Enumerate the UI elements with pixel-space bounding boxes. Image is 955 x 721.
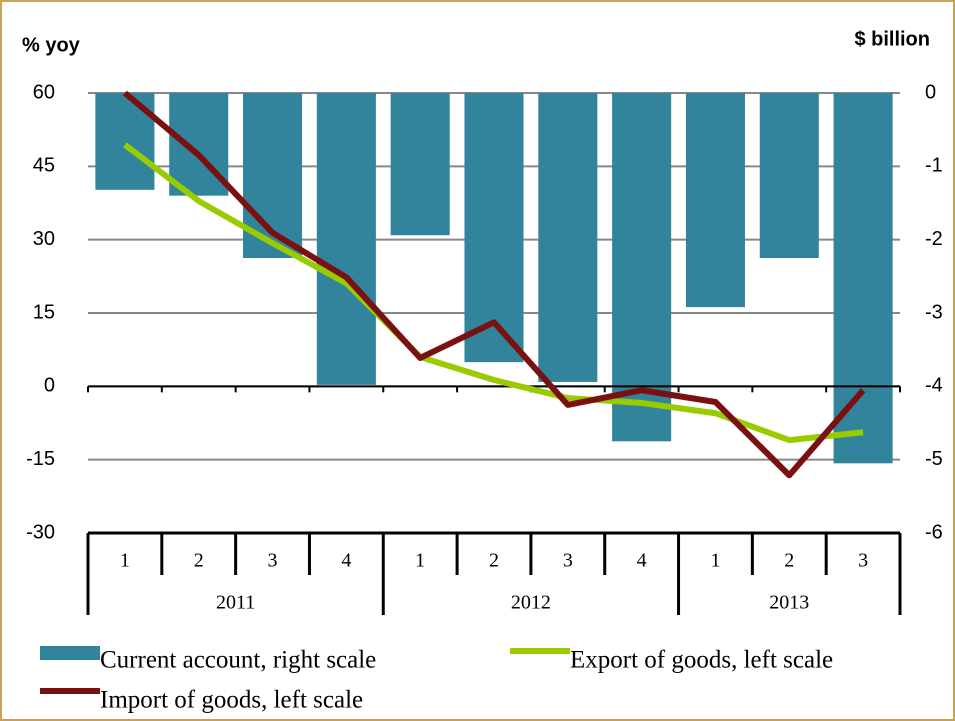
x-group-label: 2013 — [769, 592, 809, 614]
y2-tick-label: -3 — [925, 301, 943, 323]
x-tick-label: 2 — [489, 550, 499, 572]
x-tick-label: 1 — [710, 550, 720, 572]
x-tick-label: 3 — [563, 550, 573, 572]
bar — [390, 93, 450, 236]
y2-tick-label: -1 — [925, 155, 943, 177]
y2-tick-label: -5 — [925, 448, 943, 470]
y-tick-label: 0 — [44, 375, 55, 397]
bar — [759, 93, 819, 258]
y-tick-label: -15 — [26, 448, 55, 470]
y2-axis-title: $ billion — [854, 28, 930, 50]
bar — [316, 93, 376, 385]
y-tick-label: -30 — [26, 521, 55, 543]
legend-label: Export of goods, left scale — [570, 647, 833, 674]
x-tick-label: 3 — [268, 550, 278, 572]
legend-label: Current account, right scale — [100, 647, 376, 674]
y2-tick-label: -2 — [925, 228, 943, 250]
bar — [685, 93, 745, 308]
legend-swatch — [40, 646, 100, 660]
x-tick-label: 2 — [194, 550, 204, 572]
y-tick-label: 45 — [33, 155, 55, 177]
x-tick-label: 4 — [637, 550, 647, 572]
x-tick-label: 3 — [858, 550, 868, 572]
y-tick-label: 30 — [33, 228, 55, 250]
x-tick-label: 1 — [415, 550, 425, 572]
bar — [612, 93, 672, 442]
x-tick-label: 2 — [784, 550, 794, 572]
y-tick-label: 60 — [33, 81, 55, 103]
y2-tick-label: -4 — [925, 375, 943, 397]
line-series — [123, 142, 864, 444]
legend-label: Import of goods, left scale — [100, 687, 363, 714]
x-tick-label: 1 — [120, 550, 130, 572]
bar — [464, 93, 524, 363]
y2-tick-label: -6 — [925, 521, 943, 543]
x-tick-label: 4 — [341, 550, 351, 572]
bar — [833, 93, 893, 464]
y-axis-title: % yoy — [22, 34, 81, 56]
line-series — [122, 90, 866, 479]
y-tick-label: 15 — [33, 301, 55, 323]
bar — [538, 93, 598, 382]
x-group-label: 2012 — [511, 592, 551, 614]
x-group-label: 2011 — [216, 592, 255, 614]
y2-tick-label: 0 — [925, 81, 936, 103]
